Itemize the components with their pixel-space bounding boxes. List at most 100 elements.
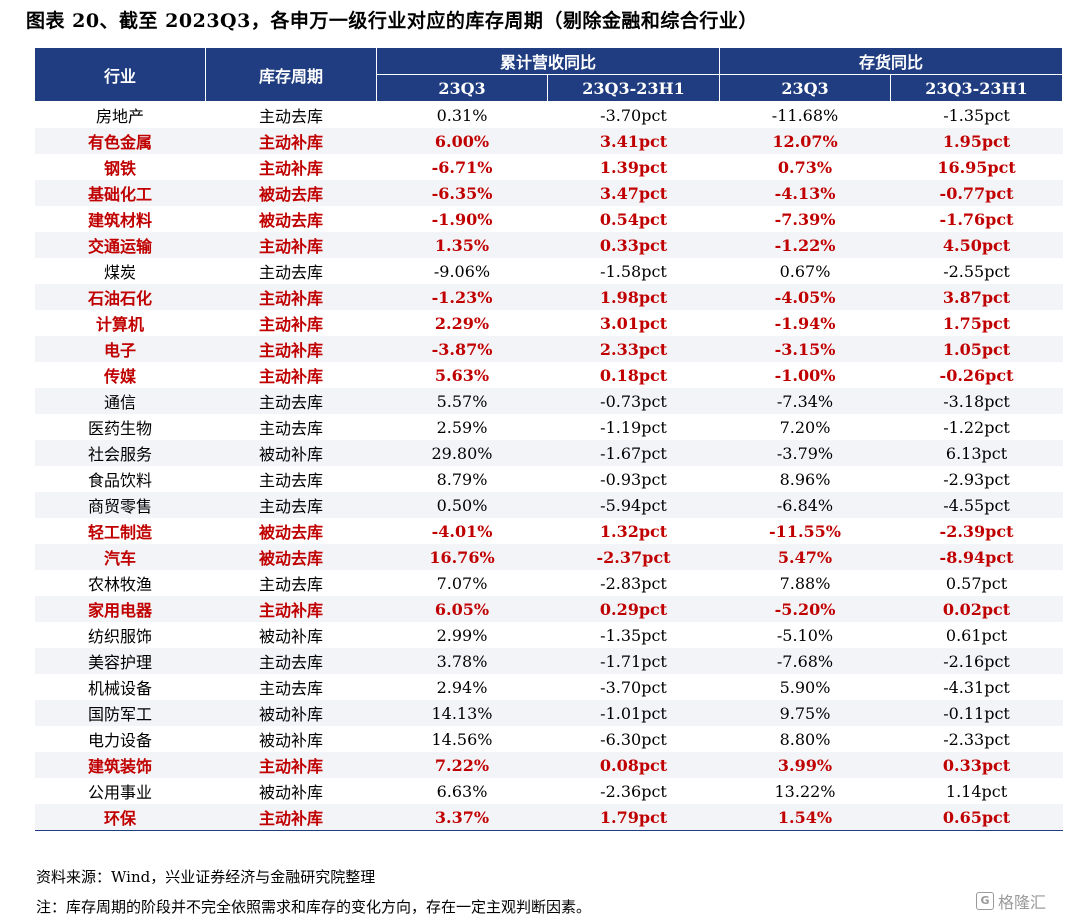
cell-inventory-q3: 3.99% (719, 752, 891, 778)
watermark-logo-icon: G (976, 892, 994, 910)
cell-inventory-q3: -1.22% (719, 232, 891, 258)
header-industry: 行业 (34, 47, 206, 102)
table-row: 计算机 主动补库 2.29% 3.01pct -1.94% 1.75pct (35, 310, 1063, 336)
cell-industry: 基础化工 (34, 180, 206, 206)
cell-inventory-q3: -5.10% (776, 625, 834, 645)
header-revenue-q3: 23Q3 (376, 74, 548, 102)
cell-industry: 有色金属 (34, 128, 206, 154)
watermark: G 格隆汇 (976, 889, 1046, 913)
cell-inventory-diff: -2.16pct (890, 648, 1063, 674)
cell-cycle: 主动补库 (205, 596, 377, 622)
header-revenue-group: 累计营收同比 (375, 47, 721, 75)
cell-cycle: 主动去库 (258, 263, 323, 282)
header-inventory-q3: 23Q3 (719, 74, 892, 102)
cell-revenue-q3: 5.63% (434, 365, 490, 385)
cell-inventory-q3: 5.90% (779, 677, 831, 697)
cell-inventory-q3: -4.13% (719, 180, 891, 206)
cell-revenue-q3: 29.80% (376, 440, 548, 466)
inventory-cycle-table: 行业 库存周期 累计营收同比 存货同比 23Q3 23Q3-23H1 23Q3 … (34, 47, 1064, 831)
cell-revenue-q3: 2.94% (436, 677, 488, 697)
cell-industry: 农林牧渔 (87, 575, 152, 594)
cell-cycle: 主动去库 (205, 388, 377, 414)
cell-revenue-diff: -1.35pct (600, 625, 667, 645)
table-row: 汽车 被动去库 16.76% -2.37pct 5.47% -8.94pct (34, 544, 1063, 570)
cell-revenue-q3: 2.99% (436, 625, 488, 645)
header-revenue-diff: 23Q3-23H1 (546, 74, 721, 102)
cell-inventory-q3: 8.96% (779, 469, 831, 489)
cell-revenue-q3: 2.59% (436, 417, 488, 437)
cell-revenue-q3: 6.00% (376, 128, 548, 154)
cell-cycle: 主动去库 (205, 648, 377, 674)
table-row: 通信 主动去库 5.57% -0.73pct -7.34% -3.18pct (34, 388, 1063, 414)
cell-revenue-q3: 0.50% (376, 492, 548, 518)
cell-inventory-q3: 9.75% (719, 700, 891, 726)
cell-revenue-q3: -4.01% (431, 521, 493, 541)
cell-revenue-q3: -6.35% (376, 180, 548, 206)
cell-revenue-diff: -6.30pct (600, 729, 667, 749)
cell-revenue-q3: 14.13% (376, 700, 548, 726)
cell-cycle: 主动补库 (205, 128, 377, 154)
cell-industry: 社会服务 (34, 440, 206, 466)
cell-cycle: 主动补库 (205, 752, 377, 778)
cell-revenue-diff: 1.79pct (547, 804, 720, 831)
cell-industry: 石油石化 (34, 284, 206, 310)
cell-revenue-diff: -1.71pct (547, 648, 720, 674)
cell-cycle: 主动补库 (205, 232, 377, 258)
table-row: 美容护理 主动去库 3.78% -1.71pct -7.68% -2.16pct (34, 648, 1063, 674)
watermark-text: 格隆汇 (998, 893, 1047, 912)
cell-inventory-diff: -8.94pct (890, 544, 1063, 570)
cell-inventory-q3: -11.55% (769, 521, 841, 541)
cell-inventory-diff: 1.95pct (890, 128, 1063, 154)
table-row: 纺织服饰 被动补库 2.99% -1.35pct -5.10% 0.61pct (35, 622, 1063, 648)
cell-revenue-diff: 1.39pct (599, 157, 668, 177)
header-inventory-diff: 23Q3-23H1 (890, 74, 1064, 102)
cell-revenue-q3: 7.07% (436, 573, 488, 593)
figure-title: 图表 20、截至 2023Q3，各申万一级行业对应的库存周期（剔除金融和综合行业… (26, 10, 758, 32)
cell-inventory-diff: 0.33pct (890, 752, 1063, 778)
table-row: 房地产 主动去库 0.31% -3.70pct -11.68% -1.35pct (35, 102, 1063, 129)
cell-inventory-diff: -1.35pct (943, 105, 1010, 125)
cell-inventory-q3: -6.84% (719, 492, 891, 518)
cell-revenue-q3: -1.23% (376, 284, 548, 310)
cell-revenue-q3: 7.22% (376, 752, 548, 778)
table-body: 房地产 主动去库 0.31% -3.70pct -11.68% -1.35pct 有色金属主… (34, 102, 1063, 831)
cell-revenue-diff: -3.70pct (600, 105, 667, 125)
table-row: 交通运输 主动补库 1.35% 0.33pct -1.22% 4.50pct (34, 232, 1063, 258)
cell-inventory-q3: 5.47% (719, 544, 891, 570)
cell-inventory-diff: 1.14pct (945, 781, 1008, 801)
cell-industry: 环保 (34, 804, 206, 831)
cell-revenue-q3: -6.71% (431, 157, 493, 177)
table-row: 社会服务 被动补库 29.80% -1.67pct -3.79% 6.13pct (34, 440, 1063, 466)
cell-cycle: 被动补库 (258, 731, 323, 750)
cell-inventory-diff: 0.02pct (890, 596, 1063, 622)
cell-inventory-diff: -2.93pct (943, 469, 1010, 489)
cell-cycle: 被动补库 (205, 440, 377, 466)
cell-inventory-diff: -4.31pct (943, 677, 1010, 697)
cell-inventory-q3: -1.00% (774, 365, 836, 385)
cell-cycle: 主动去库 (258, 107, 323, 126)
table-row: 有色金属 主动补库 6.00% 3.41pct 12.07% 1.95pct (34, 128, 1063, 154)
cell-inventory-diff: -0.26pct (939, 365, 1014, 385)
cell-cycle: 主动去库 (205, 492, 377, 518)
cell-revenue-diff: -3.70pct (600, 677, 667, 697)
cell-revenue-diff: 1.32pct (599, 521, 668, 541)
cell-revenue-diff: 2.33pct (547, 336, 720, 362)
table-row: 钢铁 主动补库 -6.71% 1.39pct 0.73% 16.95pct (35, 154, 1063, 180)
cell-industry: 机械设备 (87, 679, 152, 698)
footnote: 注：库存周期的阶段并不完全依照需求和库存的变化方向，存在一定主观判断因素。 (36, 898, 592, 916)
cell-inventory-diff: 0.57pct (945, 573, 1008, 593)
cell-revenue-q3: 6.05% (376, 596, 548, 622)
cell-revenue-diff: 1.98pct (547, 284, 720, 310)
table-row: 轻工制造 被动去库 -4.01% 1.32pct -11.55% -2.39pct (35, 518, 1063, 544)
table-row: 电子 主动补库 -3.87% 2.33pct -3.15% 1.05pct (34, 336, 1063, 362)
cell-cycle: 被动补库 (205, 700, 377, 726)
cell-inventory-diff: -3.18pct (890, 388, 1063, 414)
cell-inventory-diff: -2.33pct (943, 729, 1010, 749)
cell-inventory-diff: 3.87pct (890, 284, 1063, 310)
cell-revenue-q3: 3.78% (376, 648, 548, 674)
cell-inventory-q3: 13.22% (774, 781, 836, 801)
cell-inventory-q3: -7.68% (719, 648, 891, 674)
cell-revenue-q3: 3.37% (376, 804, 548, 831)
table-row: 煤炭 主动去库 -9.06% -1.58pct 0.67% -2.55pct (35, 258, 1063, 284)
table-row: 家用电器 主动补库 6.05% 0.29pct -5.20% 0.02pct (34, 596, 1063, 622)
